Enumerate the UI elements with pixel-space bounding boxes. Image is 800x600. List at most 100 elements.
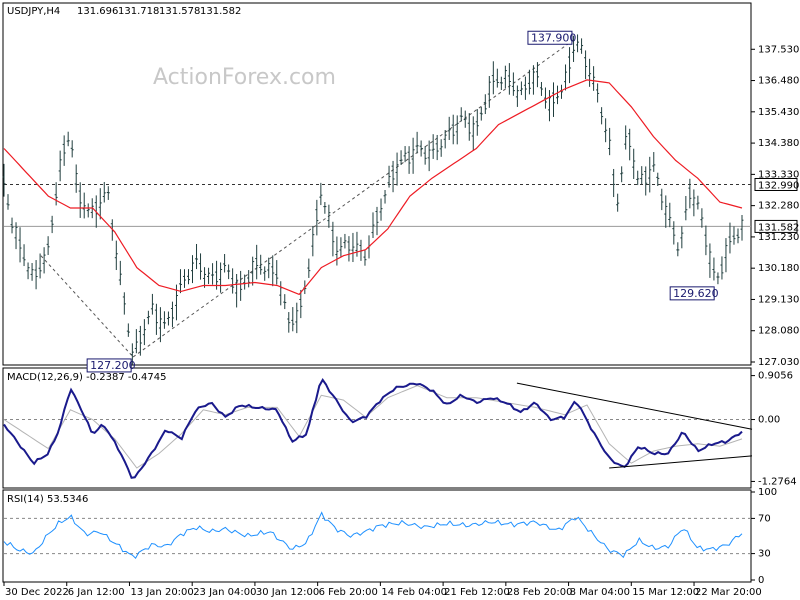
price-axis-tick-label: 137.530	[758, 44, 799, 55]
price-bar	[596, 83, 600, 103]
price-bar	[636, 170, 640, 186]
annotation-box	[669, 286, 715, 301]
price-bar	[423, 146, 427, 165]
price-axis-tick-label: 131.230	[758, 232, 799, 243]
price-bar	[383, 190, 387, 204]
time-axis-tick-label: 6 Feb 20:00	[319, 587, 378, 598]
macd-layer	[3, 378, 753, 479]
price-bar	[287, 312, 291, 333]
open-value: 131.696	[77, 6, 118, 17]
price-bar	[387, 165, 391, 188]
price-bar	[427, 140, 431, 172]
price-bar	[708, 243, 712, 278]
price-bar	[146, 310, 150, 325]
time-axis-tick-label: 23 Jan 04:00	[193, 587, 256, 598]
rsi-header: RSI(14) 53.5346	[7, 494, 88, 505]
price-bar	[616, 193, 620, 212]
time-axis-tick-label: 30 Dec 2022	[5, 587, 69, 598]
price-bar	[215, 260, 219, 290]
price-bar	[263, 266, 267, 281]
macd-axis-tick-label: -1.2764	[758, 476, 797, 487]
price-bar	[676, 242, 680, 257]
rsi-axis-tick-label: 0	[758, 575, 764, 586]
price-bar	[411, 137, 415, 174]
ohlc-bars	[2, 34, 744, 365]
price-bar	[50, 215, 54, 234]
price-bar	[130, 343, 134, 365]
price-axis-tick-label: 130.180	[758, 263, 799, 274]
price-axis-tick-label: 128.080	[758, 326, 799, 337]
channel-upper-line	[132, 37, 577, 358]
price-bar	[736, 228, 740, 244]
price-bar	[138, 325, 142, 356]
price-bar	[491, 61, 495, 95]
price-bar	[572, 35, 576, 62]
svg-text:132.990: 132.990	[758, 180, 799, 191]
price-bar	[150, 293, 154, 315]
price-bar	[6, 194, 10, 210]
price-bar	[207, 267, 211, 285]
price-bar	[620, 166, 624, 183]
price-bar	[724, 238, 728, 273]
price-bar	[463, 110, 467, 128]
price-bar	[102, 181, 106, 203]
time-axis-tick-label: 8 Mar 04:00	[570, 587, 630, 598]
macd-header: MACD(12,26,9) -0.2387 -0.4745	[7, 372, 167, 383]
price-bar	[371, 212, 375, 238]
price-bar	[672, 221, 676, 245]
current-price-axis-label: 131.582	[754, 219, 799, 233]
annotation-box	[86, 358, 132, 373]
price-bar	[435, 134, 439, 161]
price-bar	[271, 255, 275, 287]
price-bar	[431, 134, 435, 159]
price-bar	[455, 115, 459, 145]
price-bar	[182, 269, 186, 288]
price-annotation: 127.200	[86, 358, 136, 373]
price-bar	[375, 206, 379, 236]
price-axis-tick-label: 127.030	[758, 357, 799, 368]
price-bar	[479, 106, 483, 121]
time-axis-tick-label: 22 Mar 20:00	[695, 587, 762, 598]
price-bar	[443, 129, 447, 149]
price-axis-tick-label: 134.380	[758, 138, 799, 149]
resistance-axis-label: 132.990	[754, 177, 799, 191]
price-bar	[556, 85, 559, 105]
price-bar	[275, 260, 279, 285]
price-bar	[439, 139, 443, 157]
price-axis-tick-label: 129.130	[758, 294, 799, 305]
price-header: USDJPY,H4 131.696 131.718 131.578 131.58…	[7, 6, 241, 17]
price-bar	[604, 118, 608, 143]
price-bar	[395, 152, 399, 186]
price-bar	[720, 256, 724, 280]
price-bar	[652, 152, 656, 172]
price-bar	[692, 189, 696, 217]
price-bar	[86, 203, 90, 218]
price-bar	[343, 233, 347, 249]
macd-trendline	[609, 455, 753, 469]
rsi-axis-tick-label: 100	[758, 487, 777, 498]
price-bar	[728, 222, 732, 254]
price-bar	[551, 82, 555, 117]
time-axis-tick-label: 15 Mar 12:00	[632, 587, 699, 598]
price-bar	[283, 294, 287, 310]
price-bar	[339, 237, 343, 257]
price-bar	[82, 192, 86, 219]
price-bar	[118, 260, 122, 286]
macd-trendline	[516, 382, 753, 430]
price-bar	[415, 131, 419, 154]
price-bar	[247, 270, 251, 288]
price-bar	[568, 47, 572, 84]
macd-axis-tick-label: 0.9056	[758, 371, 793, 382]
price-bar	[632, 148, 636, 180]
price-bar	[134, 329, 138, 354]
rsi-line	[3, 511, 743, 560]
price-bar	[592, 66, 596, 91]
price-bar	[14, 222, 18, 250]
price-bar	[740, 214, 744, 241]
annotation-label: 127.200	[90, 359, 135, 372]
time-axis-tick-label: 30 Jan 12:00	[256, 587, 319, 598]
macd-signal-line	[3, 385, 743, 469]
price-bar	[203, 267, 207, 288]
price-bar	[523, 76, 527, 100]
price-bar	[291, 307, 295, 332]
